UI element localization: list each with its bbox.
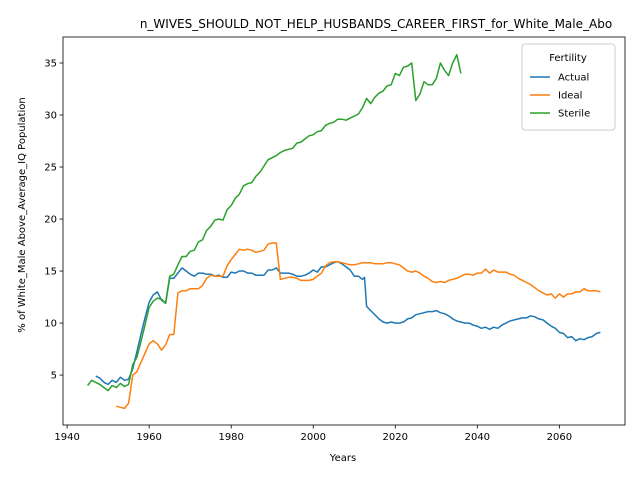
series-line-sterile: [87, 53, 462, 392]
y-axis: 5 10 15 20 25 30 35: [44, 59, 63, 382]
x-tick-label: 2020: [383, 432, 408, 443]
y-axis-label: % of White_Male Above_Average_IQ Populat…: [17, 97, 28, 332]
y-tick-label: 35: [44, 59, 57, 70]
series-line-ideal: [116, 242, 601, 410]
legend-label-sterile: Sterile: [558, 109, 590, 120]
x-tick-label: 2040: [465, 432, 490, 443]
y-tick-label: 25: [44, 163, 57, 174]
x-tick-label: 1960: [136, 432, 161, 443]
legend-label-ideal: Ideal: [558, 91, 582, 102]
series-line-actual: [95, 260, 601, 386]
plot-frame: [62, 36, 626, 426]
y-tick-label: 15: [44, 267, 57, 278]
legend-title: Fertility: [549, 53, 587, 64]
chart-title: n_WIVES_SHOULD_NOT_HELP_HUSBANDS_CAREER_…: [140, 17, 612, 31]
legend-box: [521, 43, 616, 131]
legend: Fertility Actual Ideal Sterile: [521, 43, 616, 131]
x-tick-label: 1940: [54, 432, 79, 443]
y-tick-label: 20: [44, 215, 57, 226]
y-tick-label: 30: [44, 111, 57, 122]
x-tick-label: 2000: [301, 432, 326, 443]
y-tick-label: 10: [44, 319, 57, 330]
x-axis: 1940 1960 1980 2000 2020 2040 2060: [54, 425, 572, 443]
plot-area: [62, 36, 626, 426]
x-axis-label: Years: [329, 453, 356, 464]
legend-label-actual: Actual: [558, 73, 589, 84]
x-tick-label: 1980: [218, 432, 243, 443]
x-tick-label: 2060: [547, 432, 572, 443]
y-tick-label: 5: [51, 371, 57, 382]
